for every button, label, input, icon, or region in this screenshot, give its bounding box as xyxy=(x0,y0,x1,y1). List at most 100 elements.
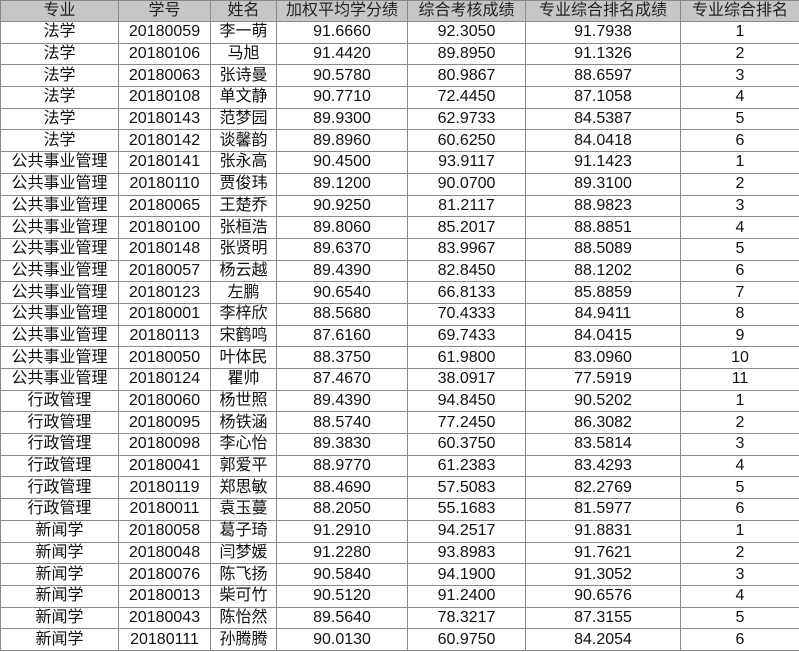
cell-major[interactable]: 行政管理 xyxy=(0,498,119,521)
cell-ranking-score[interactable]: 89.3100 xyxy=(525,172,681,196)
cell-major[interactable]: 新闻学 xyxy=(0,519,119,543)
cell-rank[interactable]: 10 xyxy=(680,346,799,369)
cell-assessment-score[interactable]: 62.9733 xyxy=(407,107,526,131)
cell-name[interactable]: 张桓浩 xyxy=(210,216,277,239)
cell-rank[interactable]: 1 xyxy=(680,21,799,44)
cell-student-id[interactable]: 20180124 xyxy=(118,368,211,391)
cell-ranking-score[interactable]: 88.6597 xyxy=(525,64,681,88)
cell-major[interactable]: 公共事业管理 xyxy=(0,324,119,348)
cell-ranking-score[interactable]: 91.1326 xyxy=(525,42,681,66)
cell-student-id[interactable]: 20180057 xyxy=(118,259,211,283)
cell-student-id[interactable]: 20180013 xyxy=(118,584,211,608)
cell-assessment-score[interactable]: 83.9967 xyxy=(407,237,526,261)
header-weighted-gpa[interactable]: 加权平均学分绩 xyxy=(276,0,408,22)
cell-student-id[interactable]: 20180110 xyxy=(118,172,211,196)
cell-ranking-score[interactable]: 84.5387 xyxy=(525,107,681,131)
cell-weighted-gpa[interactable]: 88.9770 xyxy=(276,454,408,478)
cell-assessment-score[interactable]: 57.5083 xyxy=(407,476,526,500)
cell-weighted-gpa[interactable]: 89.5640 xyxy=(276,606,408,630)
cell-weighted-gpa[interactable]: 91.6660 xyxy=(276,21,408,44)
cell-weighted-gpa[interactable]: 88.2050 xyxy=(276,498,408,521)
cell-major[interactable]: 新闻学 xyxy=(0,628,119,651)
cell-weighted-gpa[interactable]: 90.5780 xyxy=(276,64,408,88)
cell-ranking-score[interactable]: 91.1423 xyxy=(525,151,681,174)
cell-weighted-gpa[interactable]: 91.4420 xyxy=(276,42,408,66)
cell-student-id[interactable]: 20180058 xyxy=(118,519,211,543)
cell-student-id[interactable]: 20180076 xyxy=(118,563,211,586)
cell-student-id[interactable]: 20180111 xyxy=(118,628,211,651)
cell-assessment-score[interactable]: 94.8450 xyxy=(407,389,526,413)
cell-weighted-gpa[interactable]: 88.3750 xyxy=(276,346,408,369)
cell-student-id[interactable]: 20180123 xyxy=(118,281,211,304)
cell-name[interactable]: 孙腾腾 xyxy=(210,628,277,651)
cell-rank[interactable]: 4 xyxy=(680,584,799,608)
cell-rank[interactable]: 11 xyxy=(680,368,799,391)
cell-weighted-gpa[interactable]: 90.5840 xyxy=(276,563,408,586)
cell-ranking-score[interactable]: 81.5977 xyxy=(525,498,681,521)
cell-weighted-gpa[interactable]: 89.9300 xyxy=(276,107,408,131)
cell-weighted-gpa[interactable]: 89.8060 xyxy=(276,216,408,239)
cell-major[interactable]: 公共事业管理 xyxy=(0,281,119,304)
cell-name[interactable]: 张永高 xyxy=(210,151,277,174)
cell-rank[interactable]: 7 xyxy=(680,281,799,304)
cell-weighted-gpa[interactable]: 87.4670 xyxy=(276,368,408,391)
cell-rank[interactable]: 3 xyxy=(680,64,799,88)
cell-ranking-score[interactable]: 91.8831 xyxy=(525,519,681,543)
cell-rank[interactable]: 1 xyxy=(680,389,799,413)
cell-rank[interactable]: 9 xyxy=(680,324,799,348)
cell-student-id[interactable]: 20180108 xyxy=(118,86,211,109)
cell-assessment-score[interactable]: 94.1900 xyxy=(407,563,526,586)
cell-assessment-score[interactable]: 60.9750 xyxy=(407,628,526,651)
cell-name[interactable]: 宋鹤鸣 xyxy=(210,324,277,348)
cell-student-id[interactable]: 20180143 xyxy=(118,107,211,131)
cell-rank[interactable]: 2 xyxy=(680,42,799,66)
cell-major[interactable]: 公共事业管理 xyxy=(0,237,119,261)
cell-weighted-gpa[interactable]: 90.6540 xyxy=(276,281,408,304)
header-name[interactable]: 姓名 xyxy=(210,0,277,22)
cell-student-id[interactable]: 20180048 xyxy=(118,541,211,565)
cell-major[interactable]: 法学 xyxy=(0,129,119,153)
cell-name[interactable]: 张贤明 xyxy=(210,237,277,261)
cell-major[interactable]: 新闻学 xyxy=(0,584,119,608)
cell-name[interactable]: 马旭 xyxy=(210,42,277,66)
cell-name[interactable]: 谈馨韵 xyxy=(210,129,277,153)
cell-name[interactable]: 贾俊玮 xyxy=(210,172,277,196)
cell-weighted-gpa[interactable]: 91.2280 xyxy=(276,541,408,565)
cell-major[interactable]: 公共事业管理 xyxy=(0,346,119,369)
cell-rank[interactable]: 5 xyxy=(680,476,799,500)
cell-student-id[interactable]: 20180142 xyxy=(118,129,211,153)
cell-major[interactable]: 新闻学 xyxy=(0,606,119,630)
cell-major[interactable]: 法学 xyxy=(0,107,119,131)
cell-major[interactable]: 法学 xyxy=(0,86,119,109)
cell-weighted-gpa[interactable]: 90.9250 xyxy=(276,194,408,218)
cell-major[interactable]: 行政管理 xyxy=(0,476,119,500)
cell-assessment-score[interactable]: 61.9800 xyxy=(407,346,526,369)
cell-rank[interactable]: 5 xyxy=(680,237,799,261)
cell-ranking-score[interactable]: 90.5202 xyxy=(525,389,681,413)
cell-major[interactable]: 公共事业管理 xyxy=(0,194,119,218)
cell-rank[interactable]: 1 xyxy=(680,519,799,543)
cell-rank[interactable]: 2 xyxy=(680,541,799,565)
cell-student-id[interactable]: 20180098 xyxy=(118,433,211,456)
cell-weighted-gpa[interactable]: 91.2910 xyxy=(276,519,408,543)
cell-assessment-score[interactable]: 89.8950 xyxy=(407,42,526,66)
cell-assessment-score[interactable]: 60.3750 xyxy=(407,433,526,456)
cell-name[interactable]: 叶体民 xyxy=(210,346,277,369)
cell-ranking-score[interactable]: 87.1058 xyxy=(525,86,681,109)
cell-ranking-score[interactable]: 90.6576 xyxy=(525,584,681,608)
cell-student-id[interactable]: 20180011 xyxy=(118,498,211,521)
cell-assessment-score[interactable]: 92.3050 xyxy=(407,21,526,44)
cell-ranking-score[interactable]: 91.7621 xyxy=(525,541,681,565)
cell-rank[interactable]: 8 xyxy=(680,302,799,326)
cell-name[interactable]: 杨云越 xyxy=(210,259,277,283)
cell-rank[interactable]: 2 xyxy=(680,411,799,435)
cell-student-id[interactable]: 20180050 xyxy=(118,346,211,369)
cell-rank[interactable]: 4 xyxy=(680,216,799,239)
cell-rank[interactable]: 6 xyxy=(680,129,799,153)
header-ranking-score[interactable]: 专业综合排名成绩 xyxy=(525,0,681,22)
cell-weighted-gpa[interactable]: 88.5680 xyxy=(276,302,408,326)
cell-rank[interactable]: 2 xyxy=(680,172,799,196)
cell-weighted-gpa[interactable]: 90.7710 xyxy=(276,86,408,109)
cell-ranking-score[interactable]: 88.5089 xyxy=(525,237,681,261)
cell-name[interactable]: 杨铁涵 xyxy=(210,411,277,435)
